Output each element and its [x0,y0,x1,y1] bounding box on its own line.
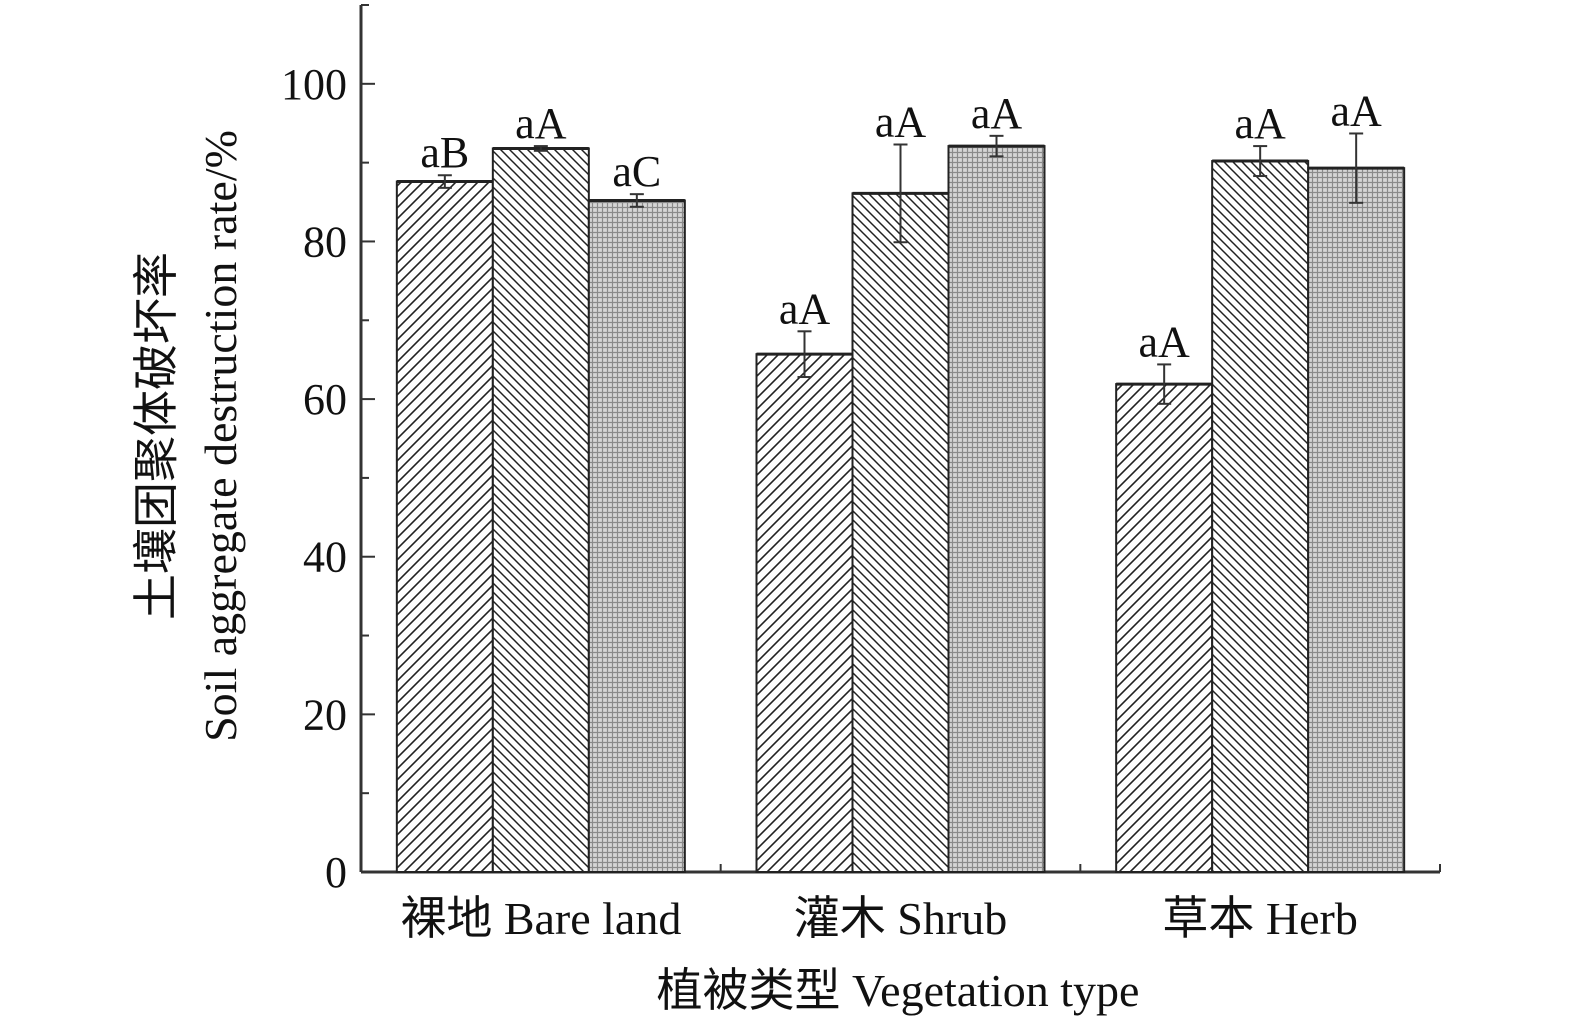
significance-label: aB [420,128,469,177]
y-tick-label: 60 [303,375,347,424]
significance-label: aA [971,89,1023,138]
significance-label: aA [875,98,927,147]
bar [491,147,590,873]
category-labels: 裸地 Bare land 灌木 Shrub 草本 Herb [400,893,1358,944]
significance-label: aA [1235,99,1287,148]
bar [587,199,686,873]
y-tick-label: 80 [303,217,347,266]
y-tick-label: 20 [303,690,347,739]
y-tick-label: 40 [303,533,347,582]
significance-label: aA [1331,86,1383,135]
category-label: 裸地 Bare land [400,893,681,944]
y-tick-label: 0 [325,848,347,897]
category-label: 灌木 Shrub [794,893,1007,944]
category-label: 草本 Herb [1162,893,1357,944]
significance-labels: aB aA aC aA aA aA aA aA aA [420,86,1382,366]
x-axis-title: 植被类型 Vegetation type [657,965,1140,1016]
significance-label: aC [612,147,661,196]
bar [755,353,854,873]
y-tick-labels: 0 20 40 60 80 100 [281,60,347,897]
bar [1211,160,1310,873]
y-tick-label: 100 [281,60,347,109]
y-axis-title-line1: 土壤团聚体破坏率 [131,252,182,620]
significance-label: aA [1139,317,1191,366]
bar [947,145,1046,874]
y-axis-title-line2: Soil aggregate destruction rate/% [195,130,246,742]
bar [1307,167,1406,874]
bars [395,144,1406,874]
significance-label: aA [779,284,831,333]
bar [1115,383,1214,873]
significance-label: aA [515,99,567,148]
bar [851,192,950,874]
error-bars [437,132,1364,405]
bar [395,180,494,873]
